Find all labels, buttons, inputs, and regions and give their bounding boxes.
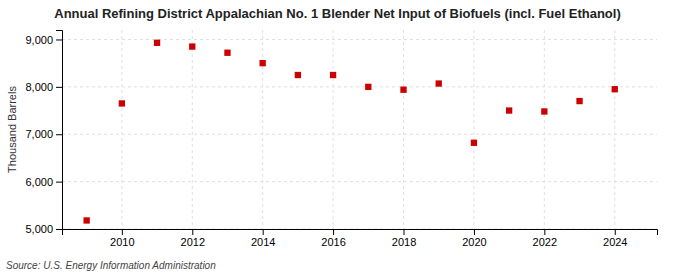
point (189, 43, 195, 49)
point (506, 107, 512, 113)
grid-line (192, 30, 193, 229)
tick-label: 2010 (110, 236, 134, 248)
chart: 2010 2012 2014 2016 2018 2020 2022 2024 5,000 6,0… (0, 0, 675, 275)
tick-mark (56, 87, 62, 88)
tick-label: 2014 (251, 236, 275, 248)
tick: 2022 (533, 229, 557, 248)
tick-mark (56, 229, 62, 230)
tick-label: 7,000 (25, 128, 53, 140)
y-axis: 5,000 6,000 7,000 8,000 9,000 (25, 31, 62, 236)
tick-mark (56, 182, 62, 183)
tick-label: 2012 (181, 236, 205, 248)
tick-label: 5,000 (25, 223, 53, 235)
tick-mark (56, 134, 62, 135)
tick: 8,000 (25, 81, 62, 93)
tick: 2018 (392, 229, 416, 248)
point (295, 72, 301, 78)
tick-mark (474, 229, 475, 235)
tick-mark (56, 39, 62, 40)
grid-line (62, 134, 657, 135)
point (330, 72, 336, 78)
point (83, 217, 89, 223)
tick: 2010 (110, 229, 134, 248)
grid-line (544, 30, 545, 229)
grid-line (121, 30, 122, 229)
grid-line (333, 30, 334, 229)
grid-line (262, 30, 263, 229)
y-axis-label: Thousand Barrels (6, 86, 18, 173)
tick: 7,000 (25, 128, 62, 140)
point (119, 100, 125, 106)
tick-mark (192, 229, 193, 235)
tick-label: 2020 (462, 236, 486, 248)
tick-mark (122, 229, 123, 235)
x-axis: 2010 2012 2014 2016 2018 2020 2022 2024 (63, 229, 658, 248)
tick: 5,000 (25, 223, 62, 235)
point (224, 50, 230, 56)
grid-line (473, 30, 474, 229)
tick: 9,000 (25, 33, 62, 45)
tick: 2024 (603, 229, 627, 248)
tick-label: 6,000 (25, 176, 53, 188)
grid-line (403, 30, 404, 229)
grid-line (62, 86, 657, 87)
points (83, 40, 617, 224)
tick-mark (333, 229, 334, 235)
tick-label: 8,000 (25, 81, 53, 93)
tick: 2014 (251, 229, 275, 248)
point (436, 80, 442, 86)
point (612, 86, 618, 92)
point (400, 87, 406, 93)
annotation: Source: U.S. Energy Information Administ… (6, 260, 216, 271)
point (541, 108, 547, 114)
tick-label: 9,000 (25, 33, 53, 45)
tick-label: 2018 (392, 236, 416, 248)
point (365, 84, 371, 90)
point (260, 60, 266, 66)
tick-mark (615, 229, 616, 235)
tick-label: 2024 (603, 236, 627, 248)
grid-line (62, 39, 657, 40)
grid-line (614, 30, 615, 229)
tick-mark (544, 229, 545, 235)
grid-line (62, 181, 657, 182)
tick: 6,000 (25, 176, 62, 188)
tick: 2016 (321, 229, 345, 248)
tick-mark (404, 229, 405, 235)
title: Annual Refining District Appalachian No.… (54, 6, 621, 21)
axis-line (63, 230, 658, 236)
point (471, 140, 477, 146)
tick-mark (263, 229, 264, 235)
point (576, 98, 582, 104)
tick-label: 2016 (321, 236, 345, 248)
plot-area: 2010 2012 2014 2016 2018 2020 2022 2024 5,000 6,0… (25, 30, 657, 248)
grid (62, 30, 657, 229)
tick: 2012 (181, 229, 205, 248)
axis-line (56, 31, 63, 230)
tick: 2020 (462, 229, 486, 248)
tick-label: 2022 (533, 236, 557, 248)
point (154, 40, 160, 46)
